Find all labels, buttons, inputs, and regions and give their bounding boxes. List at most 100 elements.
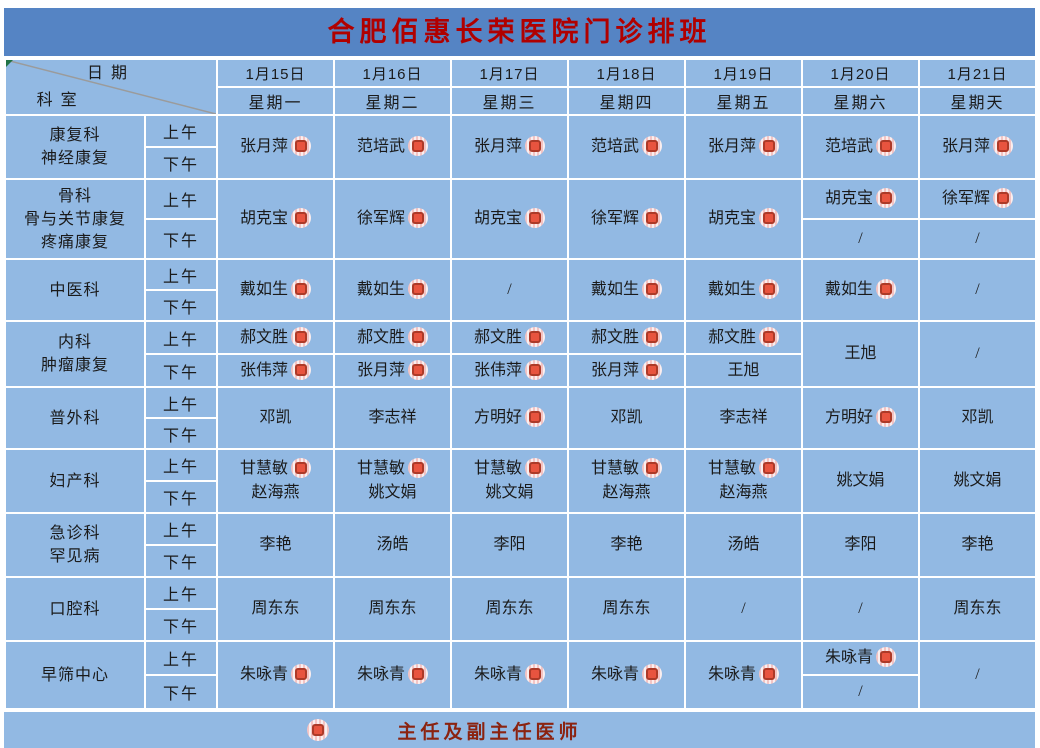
doctor-name: 李阳 — [803, 533, 918, 557]
doctor-name-text: 郝文胜 — [591, 328, 640, 346]
doctor-name-text: 朱咏青 — [240, 666, 289, 683]
chief-physician-badge-icon — [876, 279, 897, 299]
doctor-name-text: 徐军辉 — [942, 190, 991, 207]
doctor-name-text: 郝文胜 — [474, 328, 523, 346]
schedule-cell: 郝文胜 — [684, 320, 804, 355]
doctor-name: 李艳 — [920, 533, 1035, 557]
schedule-cell: 李阳 — [801, 512, 921, 578]
chief-physician-badge-icon — [993, 136, 1014, 156]
schedule-cell: 胡克宝 — [684, 178, 804, 260]
schedule-row-pm: 下午 — [5, 608, 1036, 642]
doctor-name-text: / — [975, 281, 980, 298]
schedule-cell: 胡克宝 — [216, 178, 336, 260]
schedule-cell: 范培武 — [333, 114, 453, 180]
date-header: 1月21日 — [918, 58, 1038, 88]
doctor-name-text: 范培武 — [591, 138, 640, 155]
schedule-cell: 姚文娟 — [918, 448, 1038, 514]
schedule-row-am: 口腔科 上午 周东东 周东东 周东东 周东东 / / 周东东 — [4, 576, 1038, 642]
schedule-cell: 戴如生 — [333, 258, 453, 322]
chief-physician-badge-icon — [408, 664, 429, 684]
doctor-name-text: 戴如生 — [240, 281, 289, 298]
legend: 主任及副主任医师 — [4, 712, 1035, 748]
schedule-row-am: 骨科 骨与关节康复 疼痛康复 上午 胡克宝 徐军辉 胡克宝 徐军辉 胡克宝 胡克宝 徐军辉 — [4, 178, 1038, 260]
doctor-name: 戴如生 — [218, 278, 333, 302]
date-header: 1月19日 — [684, 58, 804, 88]
doctor-name: / — [920, 278, 1035, 302]
doctor-name-text: 周东东 — [602, 600, 651, 617]
doctor-name-text: / — [975, 345, 980, 362]
schedule-cell: 张月萍 — [918, 114, 1038, 180]
doctor-name: 甘慧敏 — [218, 457, 333, 481]
doctor-name: 甘慧敏 — [686, 457, 801, 481]
doctor-name: 朱咏青 — [452, 663, 567, 687]
session-label-pm: 下午 — [143, 674, 219, 710]
doctor-name-text: 张伟萍 — [240, 361, 289, 379]
session-label-pm: 下午 — [143, 353, 219, 388]
doctor-name: 甘慧敏 — [569, 457, 684, 481]
schedule-cell: 张伟萍 — [450, 353, 570, 388]
doctor-name-text: 甘慧敏 — [240, 460, 289, 477]
schedule-cell: / — [918, 320, 1038, 388]
doctor-name: 张伟萍 — [452, 359, 567, 383]
chief-physician-badge-icon — [759, 279, 780, 299]
schedule-cell: 王旭 — [801, 320, 921, 388]
weekday-header: 星期一 — [216, 86, 336, 116]
schedule-cell: 戴如生 — [684, 258, 804, 322]
doctor-name: 戴如生 — [803, 278, 918, 302]
session-label-am: 上午 — [143, 320, 219, 355]
doctor-name-text: 邓凯 — [259, 409, 292, 426]
schedule-cell: / — [918, 218, 1038, 260]
doctor-name: 王旭 — [686, 359, 801, 383]
department-label: 中医科 — [4, 258, 146, 322]
department-line: 急诊科 — [49, 525, 101, 542]
doctor-name-text: 周东东 — [251, 600, 300, 617]
doctor-name-text: 胡克宝 — [474, 210, 523, 227]
weekday-header: 星期五 — [684, 86, 804, 116]
schedule-row-pm: 下午 — [5, 544, 1036, 578]
doctor-name: 张月萍 — [920, 135, 1035, 159]
doctor-name-text: 李阳 — [844, 536, 877, 553]
doctor-name: 姚文娟 — [452, 481, 567, 505]
department-label: 普外科 — [4, 386, 146, 450]
schedule-cell: 戴如生 — [567, 258, 687, 322]
schedule-cell: 汤皓 — [684, 512, 804, 578]
doctor-name: 张伟萍 — [218, 359, 333, 383]
session-label-am: 上午 — [143, 258, 219, 291]
chief-physician-badge-icon — [642, 664, 663, 684]
doctor-name-text: 戴如生 — [591, 281, 640, 298]
session-label-am: 上午 — [143, 114, 219, 148]
schedule-cell: 朱咏青 — [684, 640, 804, 710]
weekday-header: 星期二 — [333, 86, 453, 116]
schedule-cell: 朱咏青 — [801, 640, 921, 676]
schedule-cell: 邓凯 — [567, 386, 687, 450]
schedule-cell: 邓凯 — [216, 386, 336, 450]
session-label-pm: 下午 — [143, 608, 219, 642]
doctor-name-text: / — [858, 230, 863, 247]
doctor-name-text: 郝文胜 — [708, 328, 757, 346]
department-line: 肿瘤康复 — [40, 357, 109, 374]
chief-physician-badge-icon — [642, 458, 663, 478]
doctor-name: / — [803, 680, 918, 704]
schedule-row-pm: 下午 / — [5, 674, 1036, 710]
chief-physician-badge-icon — [642, 136, 663, 156]
schedule-cell: 李艳 — [918, 512, 1038, 578]
doctor-name: 姚文娟 — [803, 469, 918, 493]
session-label-pm: 下午 — [143, 544, 219, 578]
doctor-name-text: 周东东 — [953, 600, 1002, 617]
chief-physician-badge-icon — [642, 279, 663, 299]
schedule-cell: 徐军辉 — [918, 178, 1038, 220]
schedule-cell: 李艳 — [216, 512, 336, 578]
schedule-cell: 甘慧敏 赵海燕 — [684, 448, 804, 514]
schedule-cell: 周东东 — [918, 576, 1038, 642]
chief-physician-badge-icon — [759, 458, 780, 478]
doctor-name-text: 赵海燕 — [251, 484, 300, 501]
session-label-am: 上午 — [143, 386, 219, 419]
schedule-cell: 李志祥 — [684, 386, 804, 450]
session-label-am: 上午 — [143, 640, 219, 676]
department-line: 疼痛康复 — [40, 233, 109, 251]
schedule-row-pm: 下午 — [5, 146, 1036, 180]
department-line: 骨与关节康复 — [23, 210, 126, 228]
doctor-name: / — [803, 227, 918, 251]
corner-header-cell: 日期 科室 — [3, 58, 219, 116]
